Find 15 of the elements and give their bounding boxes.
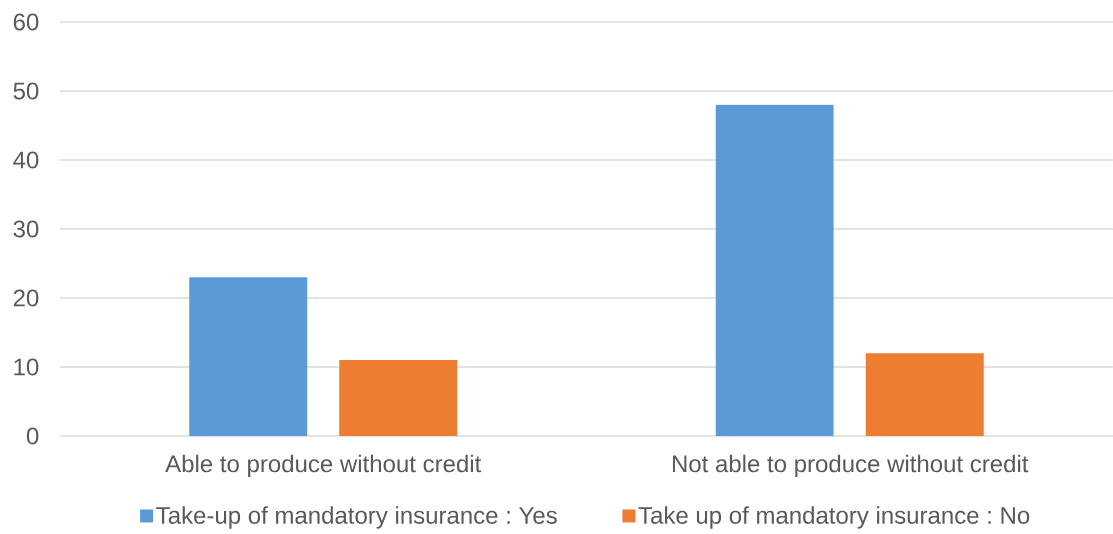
y-tick-label: 10	[14, 358, 39, 376]
x-tick-label: Able to produce without credit	[165, 454, 482, 478]
y-tick-label: 50	[13, 82, 39, 100]
y-tick-label: 30	[13, 220, 39, 238]
y-tick-label: 60	[13, 13, 39, 31]
legend-label: Take up of mandatory insurance : No	[638, 506, 1030, 529]
x-tick-label: Not able to produce without credit	[672, 454, 1029, 478]
y-tick-label: 40	[13, 151, 39, 169]
bar	[715, 104, 834, 436]
bar	[339, 360, 458, 436]
y-tick-label: 20	[13, 289, 39, 307]
bar	[189, 277, 308, 436]
bar	[865, 353, 984, 436]
legend-label: Take-up of mandatory insurance : Yes	[156, 506, 557, 529]
y-tick-label: 0	[26, 427, 39, 445]
